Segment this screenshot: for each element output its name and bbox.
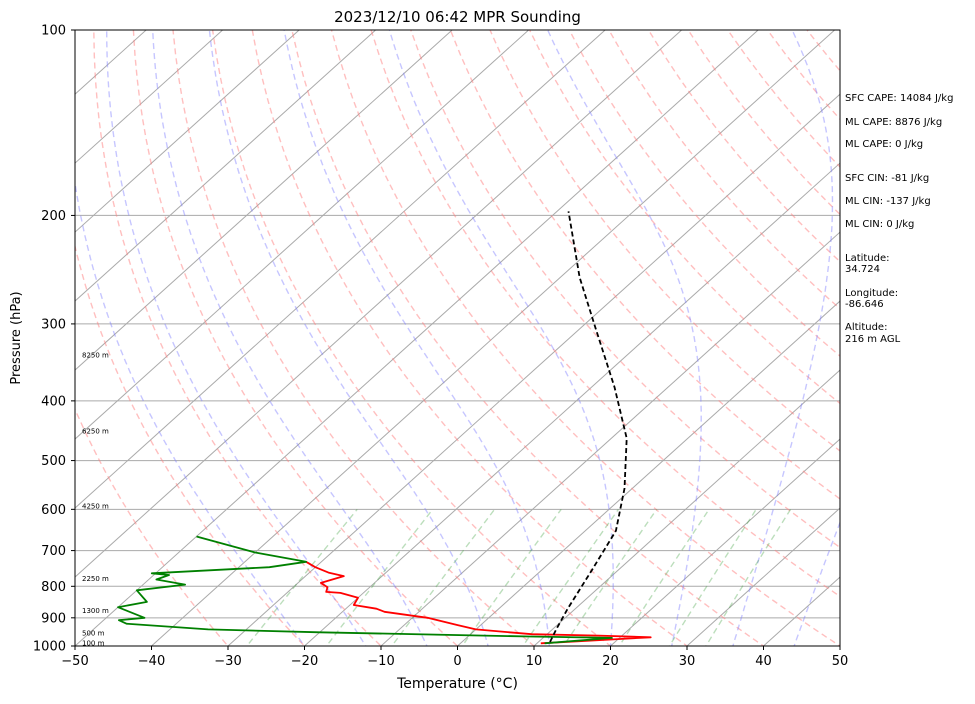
- y-tick-label: 200: [41, 209, 66, 224]
- dry-adiabat: [12, 30, 240, 659]
- x-tick-label: −40: [138, 654, 165, 669]
- y-tick-label: 900: [41, 611, 66, 626]
- isotherm-line: [0, 16, 8, 659]
- y-tick-label: 500: [41, 454, 66, 469]
- height-label: 4250 m: [82, 502, 109, 510]
- x-tick-label: 30: [679, 654, 696, 669]
- y-axis-label: Pressure (hPa): [9, 291, 24, 384]
- mixing-ratio-line: [316, 509, 432, 659]
- ml-cape-text-2: ML CAPE: 0 J/kg: [845, 139, 923, 150]
- y-tick-label: 100: [41, 24, 66, 39]
- series-temperature-line: [306, 562, 651, 644]
- altitude-label: Altitude:: [845, 322, 887, 333]
- x-tick-label: 20: [602, 654, 619, 669]
- x-tick-label: 10: [526, 654, 543, 669]
- isotherm-line: [61, 16, 774, 659]
- isotherm-line: [0, 16, 620, 659]
- series-dewpoint-line: [118, 537, 612, 644]
- dry-adiabat: [94, 30, 395, 659]
- latitude-label: Latitude:: [845, 253, 890, 264]
- plot-frame: [75, 30, 840, 646]
- x-tick-label: −20: [291, 654, 318, 669]
- longitude-label: Longitude:: [845, 288, 898, 299]
- height-label: 1300 m: [82, 607, 109, 615]
- mixing-ratio-line: [698, 509, 790, 659]
- sfc-cin-text: SFC CIN: -81 J/kg: [845, 173, 929, 184]
- x-tick-label: −10: [367, 654, 394, 669]
- moist-adiabat: [107, 30, 374, 659]
- y-tick-label: 600: [41, 503, 66, 518]
- moist-adiabat: [729, 30, 832, 659]
- height-label: 500 m: [82, 630, 105, 638]
- dry-adiabat: [54, 30, 318, 659]
- ml-cin-text: ML CIN: -137 J/kg: [845, 196, 931, 207]
- moist-adiabat: [209, 30, 491, 659]
- ml-cape-text: ML CAPE: 8876 J/kg: [845, 117, 942, 128]
- longitude-value: -86.646: [845, 299, 884, 310]
- height-label: 100 m: [82, 639, 105, 647]
- dry-adiabat: [133, 30, 472, 659]
- dry-adiabat: [252, 30, 705, 659]
- height-label: 2250 m: [82, 575, 109, 583]
- x-tick-label: −30: [214, 654, 241, 669]
- x-axis-label: Temperature (°C): [396, 676, 518, 692]
- sfc-cape-text: SFC CAPE: 14084 J/kg: [845, 93, 953, 104]
- isotherm-line: [0, 16, 391, 659]
- height-label: 6250 m: [82, 428, 109, 436]
- mixing-ratio-line: [382, 509, 494, 659]
- moist-adiabat: [284, 30, 550, 659]
- sounding-info-panel: SFC CAPE: 14084 J/kg ML CAPE: 8876 J/kg …: [845, 0, 973, 700]
- ml-cin-text-2: ML CIN: 0 J/kg: [845, 219, 914, 230]
- isotherm-line: [0, 16, 238, 659]
- isotherm-line: [0, 16, 314, 659]
- x-tick-label: −50: [61, 654, 88, 669]
- mixing-ratio-line: [661, 509, 756, 659]
- chart-title: 2023/12/10 06:42 MPR Sounding: [334, 8, 581, 26]
- y-tick-label: 300: [41, 317, 66, 332]
- x-tick-label: 0: [453, 654, 461, 669]
- y-tick-label: 700: [41, 544, 66, 559]
- altitude-value: 216 m AGL: [845, 334, 900, 345]
- plot-area: [0, 16, 975, 659]
- isotherm-line: [137, 16, 850, 659]
- isotherm-line: [0, 16, 697, 659]
- latitude-value: 34.724: [845, 264, 880, 275]
- x-tick-label: 40: [755, 654, 772, 669]
- y-tick-label: 1000: [33, 640, 66, 655]
- dry-adiabat: [213, 30, 628, 659]
- y-tick-label: 800: [41, 580, 66, 595]
- y-tick-label: 400: [41, 394, 66, 409]
- dry-adiabat: [292, 30, 783, 659]
- height-label: 8250 m: [82, 352, 109, 360]
- isotherm-line: [0, 16, 161, 659]
